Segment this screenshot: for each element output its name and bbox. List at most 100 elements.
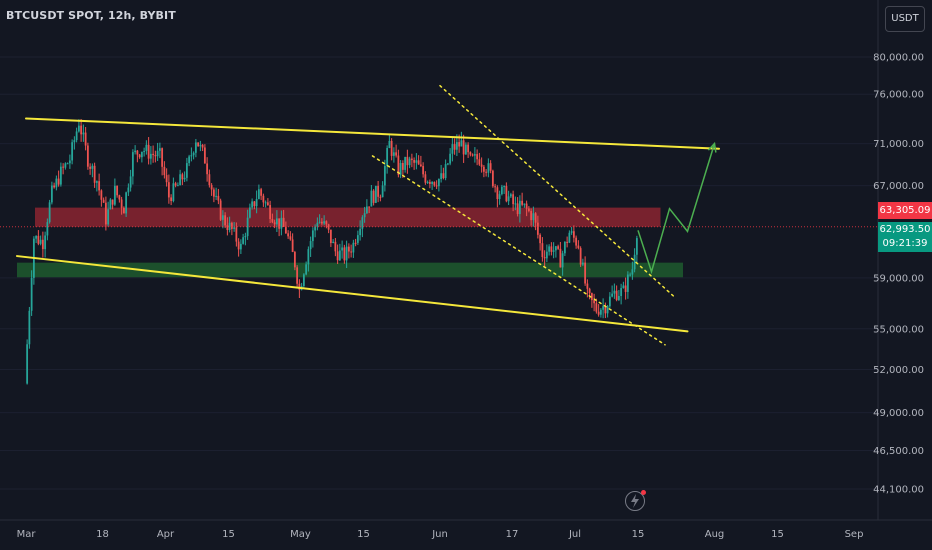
candle-body	[57, 178, 60, 185]
candle-body	[131, 152, 134, 177]
candle-body	[192, 152, 195, 156]
candle-body	[377, 185, 380, 197]
candle-body	[370, 190, 373, 207]
chart-title: BTCUSDT SPOT, 12h, BYBIT	[6, 9, 176, 22]
candle-body	[512, 194, 515, 205]
y-tick-label: 55,000.00	[873, 324, 924, 335]
candle-body	[455, 142, 458, 150]
candle-body	[581, 262, 584, 265]
candle-body	[26, 344, 29, 384]
candle-body	[624, 285, 627, 292]
last-price-tag: 63,305.09	[878, 202, 932, 219]
candle-body	[233, 227, 236, 229]
candle-body	[518, 200, 521, 215]
candle-body	[352, 242, 355, 253]
candle-body	[633, 254, 636, 270]
zone-layer	[17, 207, 683, 278]
candle-body	[579, 248, 582, 265]
candle-body	[273, 222, 276, 225]
y-tick-label: 80,000.00	[873, 53, 924, 64]
candle-body	[527, 208, 530, 211]
candle-body	[334, 241, 337, 252]
candle-body	[44, 235, 47, 250]
candle-body	[359, 228, 362, 236]
x-tick-label: 15	[222, 529, 235, 540]
x-tick-label: Jun	[431, 529, 448, 540]
candle-body	[521, 200, 524, 205]
candle-body	[604, 306, 607, 314]
candle-body	[203, 147, 206, 164]
candle-body	[260, 189, 263, 196]
candle-body	[167, 182, 170, 198]
candle-body	[471, 154, 474, 156]
candle-body	[298, 283, 301, 290]
candle-body	[356, 235, 359, 243]
candle-body	[289, 236, 292, 240]
candle-body	[100, 190, 103, 200]
candle-body	[305, 264, 308, 275]
candle-body	[149, 153, 152, 159]
candle-body	[341, 247, 344, 251]
candle-body	[482, 166, 485, 172]
candle-body	[257, 189, 260, 199]
candle-body	[215, 195, 218, 197]
candle-body	[181, 174, 184, 180]
bar-price-label: 62,993.50	[879, 224, 931, 235]
candle-body	[437, 178, 440, 187]
resistance-zone	[35, 207, 661, 227]
candle-body	[302, 274, 305, 286]
candle-body	[271, 218, 274, 223]
candle-body	[210, 185, 213, 190]
candle-body	[311, 230, 314, 242]
candle-body	[113, 185, 116, 205]
candle-body	[224, 215, 227, 226]
candle-body	[251, 201, 254, 208]
x-tick-label: 18	[96, 529, 109, 540]
candle-body	[413, 160, 416, 163]
candle-body	[201, 144, 204, 148]
candle-body	[338, 250, 341, 261]
candle-body	[269, 205, 272, 219]
flash-alert-icon[interactable]	[625, 491, 645, 511]
candle-body	[354, 242, 357, 244]
candle-body	[570, 231, 573, 233]
candle-body	[296, 267, 299, 284]
candle-body	[539, 234, 542, 244]
candle-layer	[26, 119, 638, 385]
candle-body	[188, 156, 191, 164]
candle-body	[39, 239, 42, 244]
candle-body	[525, 203, 528, 209]
candle-body	[431, 181, 434, 184]
candle-body	[206, 163, 209, 175]
candle-body	[266, 202, 269, 206]
currency-button[interactable]: USDT	[885, 6, 925, 32]
countdown-label: 09:21:39	[882, 238, 928, 249]
candle-body	[392, 152, 395, 156]
candle-body	[435, 185, 438, 187]
candle-body	[129, 176, 132, 188]
candle-body	[104, 202, 107, 225]
candle-body	[428, 181, 431, 184]
candle-body	[219, 200, 222, 220]
candle-body	[170, 197, 173, 201]
candle-body	[419, 164, 422, 167]
candle-body	[314, 226, 317, 231]
candle-body	[611, 293, 614, 297]
x-tick-label: Sep	[845, 529, 864, 540]
candle-body	[469, 152, 472, 155]
candle-body	[568, 232, 571, 243]
candle-body	[228, 222, 231, 231]
candle-body	[127, 187, 130, 193]
candle-body	[95, 181, 98, 183]
candle-body	[55, 178, 58, 188]
candle-body	[62, 166, 65, 168]
candle-body	[163, 166, 166, 176]
candle-body	[190, 155, 193, 157]
candle-body	[372, 190, 375, 203]
candle-body	[545, 251, 548, 259]
falling-channel-top-line	[439, 84, 675, 298]
candle-body	[532, 213, 535, 221]
candle-body	[460, 140, 463, 147]
falling-channel-bottom-line	[371, 155, 666, 346]
